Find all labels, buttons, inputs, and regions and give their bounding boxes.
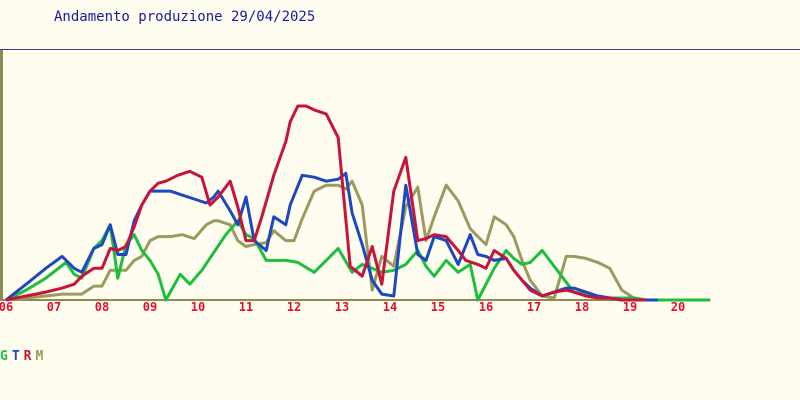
x-tick-label: 20 — [671, 300, 685, 314]
top-rule — [0, 49, 800, 50]
legend-item-m: M — [35, 349, 44, 364]
chart-title: Andamento produzione 29/04/2025 — [54, 9, 316, 25]
x-tick-label: 17 — [527, 300, 541, 314]
series-line-r — [5, 104, 646, 302]
x-tick-label: 07 — [47, 300, 61, 314]
x-tick-label: 18 — [575, 300, 589, 314]
legend-item-t: T — [11, 349, 20, 364]
x-tick-label: 09 — [143, 300, 157, 314]
x-tick-label: 06 — [0, 300, 13, 314]
x-tick-label: 13 — [335, 300, 349, 314]
legend-item-r: R — [23, 349, 32, 364]
x-tick-label: 16 — [479, 300, 493, 314]
legend-item-g: G — [0, 349, 8, 364]
x-tick-label: 15 — [431, 300, 445, 314]
x-tick-label: 08 — [95, 300, 109, 314]
y-axis-line — [0, 50, 3, 301]
x-tick-label: 19 — [623, 300, 637, 314]
x-tick-label: 11 — [239, 300, 253, 314]
x-tick-label: 10 — [191, 300, 205, 314]
x-tick-label: 12 — [287, 300, 301, 314]
x-tick-label: 14 — [383, 300, 397, 314]
